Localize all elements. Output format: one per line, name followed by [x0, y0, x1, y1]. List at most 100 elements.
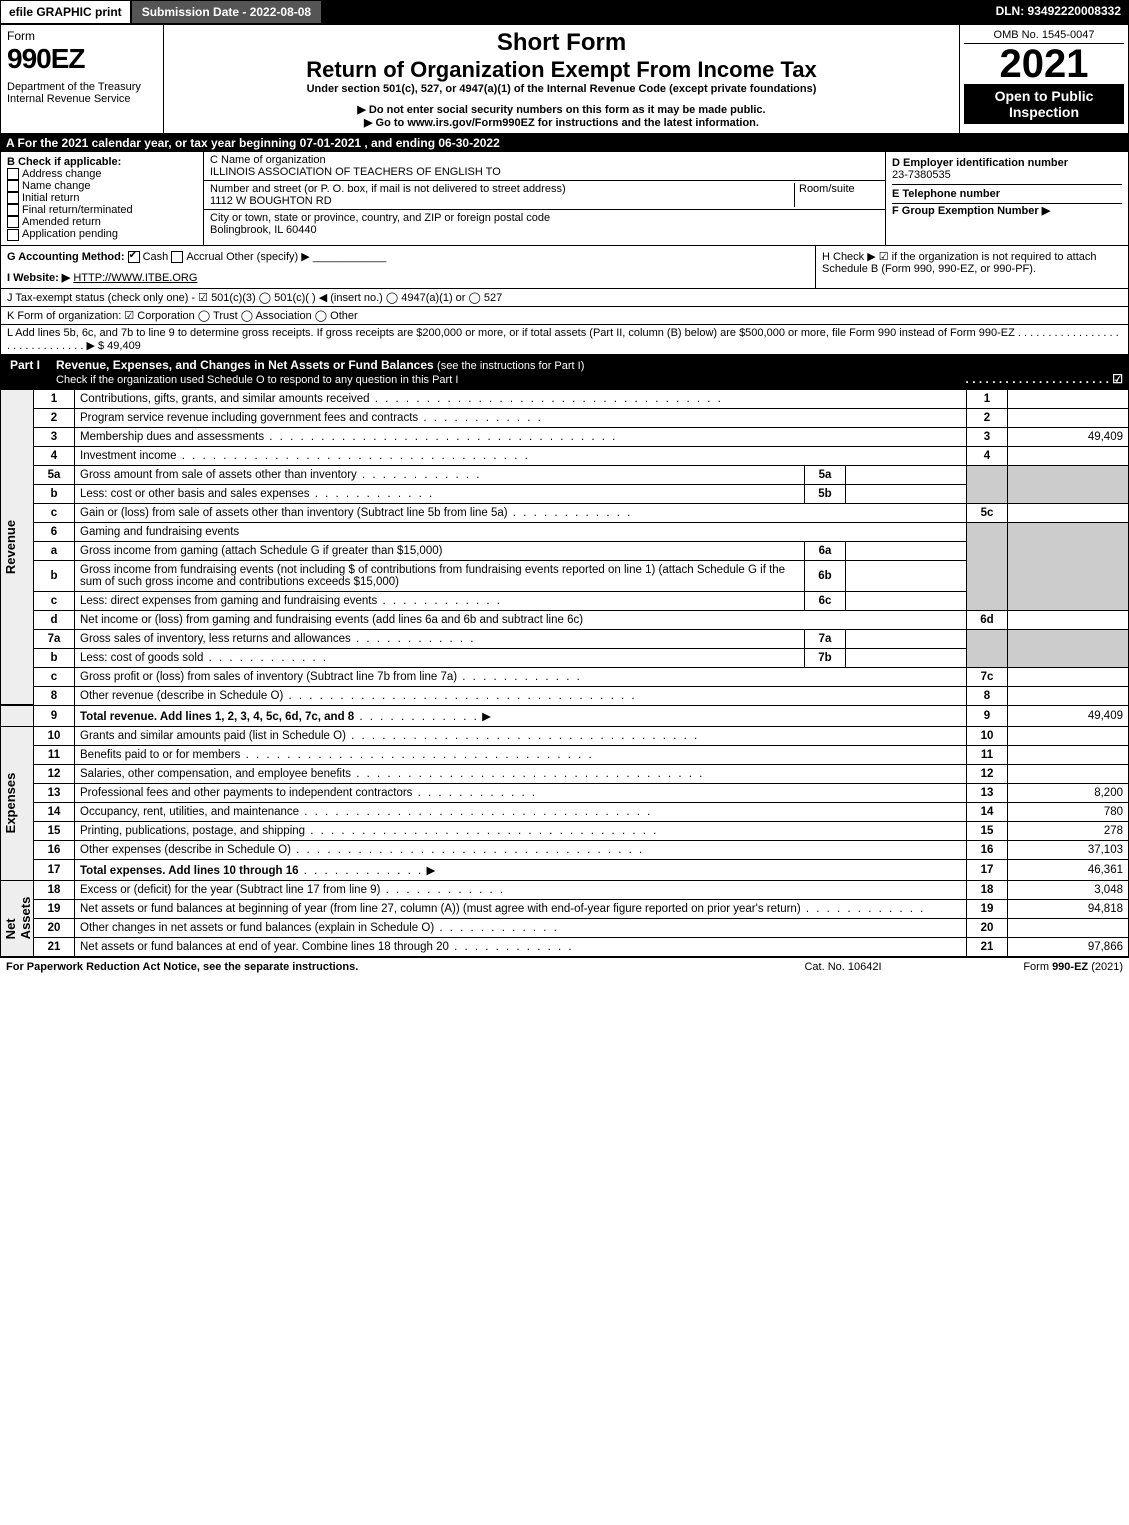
line-13: Professional fees and other payments to …	[80, 787, 412, 799]
d-ein-label: D Employer identification number	[892, 157, 1068, 169]
l-gross-receipts: L Add lines 5b, 6c, and 7b to line 9 to …	[7, 327, 1119, 352]
line-5a: Gross amount from sale of assets other t…	[80, 469, 357, 481]
opt-cash: Cash	[143, 251, 169, 263]
instruction-1: ▶ Do not enter social security numbers o…	[170, 103, 953, 116]
expenses-label: Expenses	[1, 726, 34, 880]
tax-year: 2021	[964, 44, 1124, 84]
short-form-title: Short Form	[170, 29, 953, 57]
line-14: Occupancy, rent, utilities, and maintena…	[80, 806, 299, 818]
line-4: Investment income	[80, 450, 177, 462]
line-2: Program service revenue including govern…	[80, 412, 418, 424]
checkbox-accrual[interactable]	[171, 251, 183, 263]
section-b-label: B Check if applicable:	[7, 156, 121, 168]
line-18: Excess or (deficit) for the year (Subtra…	[80, 884, 380, 896]
checkbox-name-change[interactable]	[7, 180, 19, 192]
org-city: Bolingbrook, IL 60440	[210, 224, 317, 236]
jkl-block: J Tax-exempt status (check only one) - ☑…	[0, 289, 1129, 355]
line-12: Salaries, other compensation, and employ…	[80, 768, 351, 780]
opt-other: Other (specify) ▶	[226, 251, 310, 263]
part-i-check: Check if the organization used Schedule …	[56, 374, 458, 386]
g-h-block: G Accounting Method: Cash Accrual Other …	[0, 246, 1129, 289]
part-i-tab: Part I	[0, 355, 50, 389]
opt-address-change: Address change	[22, 168, 102, 180]
line-17: Total expenses. Add lines 10 through 16	[80, 865, 299, 877]
val-17: 46,361	[1008, 859, 1129, 880]
checkbox-initial-return[interactable]	[7, 192, 19, 204]
efile-print[interactable]: efile GRAPHIC print	[0, 0, 131, 24]
line-3: Membership dues and assessments	[80, 431, 264, 443]
return-title: Return of Organization Exempt From Incom…	[170, 57, 953, 83]
k-form-org: K Form of organization: ☑ Corporation ◯ …	[1, 307, 1128, 325]
val-3: 49,409	[1008, 427, 1129, 446]
open-to-public: Open to Public Inspection	[964, 84, 1124, 124]
line-6: Gaming and fundraising events	[80, 526, 239, 538]
val-9: 49,409	[1008, 705, 1129, 726]
line-11: Benefits paid to or for members	[80, 749, 240, 761]
line-6d: Net income or (loss) from gaming and fun…	[80, 614, 583, 626]
opt-application-pending: Application pending	[22, 228, 118, 240]
c-name-label: C Name of organization	[210, 154, 326, 166]
line-7c: Gross profit or (loss) from sales of inv…	[80, 671, 457, 683]
val-16: 37,103	[1008, 840, 1129, 859]
line-8: Other revenue (describe in Schedule O)	[80, 690, 283, 702]
val-15: 278	[1008, 821, 1129, 840]
lines-table: Revenue 1 Contributions, gifts, grants, …	[0, 389, 1129, 957]
line-1: Contributions, gifts, grants, and simila…	[80, 393, 370, 405]
line-16: Other expenses (describe in Schedule O)	[80, 844, 291, 856]
topbar: efile GRAPHIC print Submission Date - 20…	[0, 0, 1129, 24]
form-number: 990EZ	[7, 43, 157, 75]
c-city-label: City or town, state or province, country…	[210, 212, 550, 224]
submission-date: Submission Date - 2022-08-08	[131, 0, 322, 24]
opt-accrual: Accrual	[186, 251, 223, 263]
room-label: Room/suite	[799, 183, 855, 195]
org-street: 1112 W BOUGHTON RD	[210, 195, 332, 207]
line-15: Printing, publications, postage, and shi…	[80, 825, 305, 837]
ein-value: 23-7380535	[892, 169, 951, 181]
j-tax-exempt: J Tax-exempt status (check only one) - ☑…	[1, 289, 1128, 307]
revenue-label: Revenue	[1, 389, 34, 705]
line-21: Net assets or fund balances at end of ye…	[80, 941, 449, 953]
opt-amended-return: Amended return	[22, 216, 101, 228]
subtitle: Under section 501(c), 527, or 4947(a)(1)…	[170, 83, 953, 95]
section-a: A For the 2021 calendar year, or tax yea…	[0, 134, 1129, 152]
line-6c: Less: direct expenses from gaming and fu…	[80, 595, 377, 607]
form-info-block: B Check if applicable: Address change Na…	[0, 152, 1129, 246]
dln: DLN: 93492220008332	[988, 0, 1129, 24]
l-amount: $ 49,409	[98, 340, 141, 352]
form-label: Form	[7, 29, 157, 43]
org-name: ILLINOIS ASSOCIATION OF TEACHERS OF ENGL…	[210, 166, 501, 178]
line-19: Net assets or fund balances at beginning…	[80, 903, 801, 915]
h-check: H Check ▶ ☑ if the organization is not r…	[815, 246, 1128, 288]
checkbox-amended-return[interactable]	[7, 216, 19, 228]
opt-name-change: Name change	[22, 180, 91, 192]
footer-cat: Cat. No. 10642I	[743, 961, 943, 973]
line-5c: Gain or (loss) from sale of assets other…	[80, 507, 508, 519]
checkbox-application-pending[interactable]	[7, 229, 19, 241]
val-18: 3,048	[1008, 880, 1129, 899]
opt-final-return: Final return/terminated	[22, 204, 133, 216]
line-6a: Gross income from gaming (attach Schedul…	[80, 545, 442, 557]
line-7b: Less: cost of goods sold	[80, 652, 203, 664]
footer-left: For Paperwork Reduction Act Notice, see …	[6, 961, 743, 973]
checkbox-cash[interactable]	[128, 251, 140, 263]
g-label: G Accounting Method:	[7, 251, 125, 263]
val-21: 97,866	[1008, 937, 1129, 956]
instruction-2: ▶ Go to www.irs.gov/Form990EZ for instru…	[170, 116, 953, 129]
checkbox-final-return[interactable]	[7, 204, 19, 216]
line-9: Total revenue. Add lines 1, 2, 3, 4, 5c,…	[80, 711, 354, 723]
part-i-header: Part I Revenue, Expenses, and Changes in…	[0, 355, 1129, 389]
val-13: 8,200	[1008, 783, 1129, 802]
val-14: 780	[1008, 802, 1129, 821]
website-value[interactable]: HTTP://WWW.ITBE.ORG	[73, 272, 197, 284]
part-i-sub: (see the instructions for Part I)	[437, 360, 584, 372]
form-header: Form 990EZ Department of the Treasury In…	[0, 24, 1129, 134]
line-7a: Gross sales of inventory, less returns a…	[80, 633, 351, 645]
val-19: 94,818	[1008, 899, 1129, 918]
i-website-label: I Website: ▶	[7, 272, 70, 284]
c-street-label: Number and street (or P. O. box, if mail…	[210, 183, 566, 195]
line-10: Grants and similar amounts paid (list in…	[80, 730, 346, 742]
line-5b: Less: cost or other basis and sales expe…	[80, 488, 310, 500]
checkbox-address-change[interactable]	[7, 168, 19, 180]
footer: For Paperwork Reduction Act Notice, see …	[0, 957, 1129, 976]
part-i-title: Revenue, Expenses, and Changes in Net As…	[56, 358, 434, 372]
